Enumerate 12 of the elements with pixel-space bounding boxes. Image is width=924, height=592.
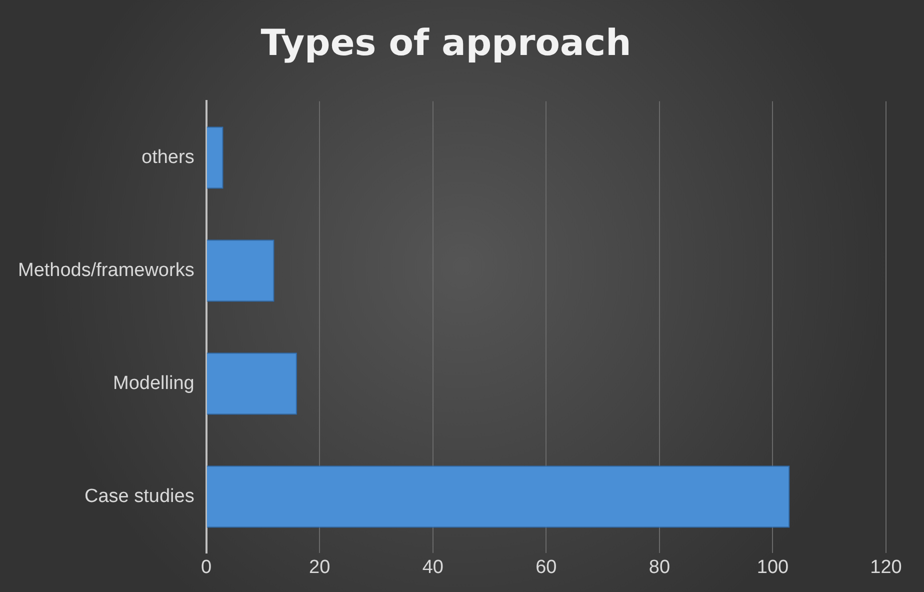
- chart-title: Types of approach: [260, 22, 632, 64]
- x-tick-label: 80: [648, 556, 670, 578]
- y-tick-label: Case studies: [84, 486, 194, 507]
- x-tick-label: 100: [756, 556, 789, 578]
- y-tick-label: Methods/frameworks: [18, 260, 194, 281]
- x-tick-label: 120: [870, 556, 902, 578]
- y-tick-label: others: [142, 146, 194, 168]
- x-tick-label: 0: [201, 556, 212, 578]
- x-tick-label: 20: [309, 556, 330, 578]
- x-tick-label: 60: [536, 556, 557, 578]
- x-tick-label: 40: [422, 556, 444, 578]
- y-tick-label: Modelling: [113, 372, 194, 394]
